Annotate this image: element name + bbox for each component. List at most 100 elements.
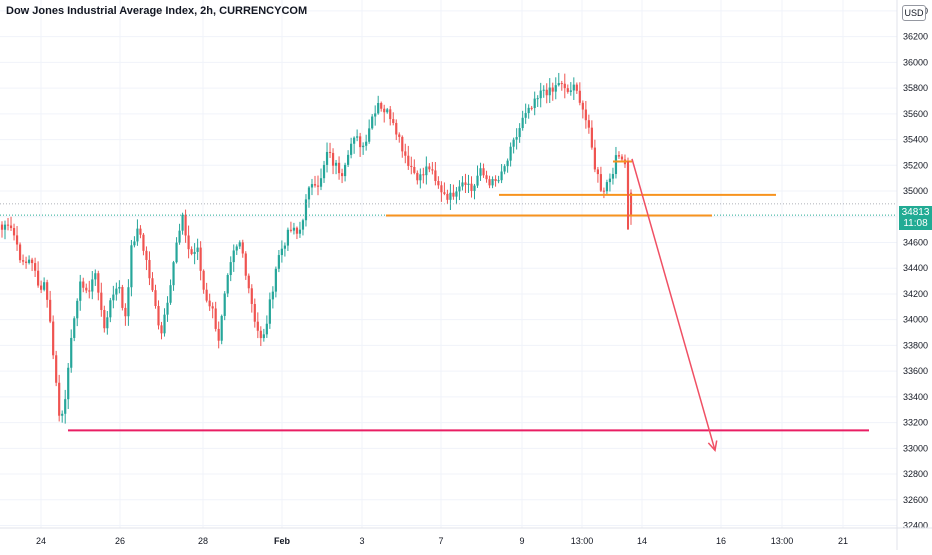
candle-body	[208, 300, 211, 307]
y-tick-label: 36200	[903, 32, 928, 42]
candle-body	[455, 191, 458, 197]
candle-body	[389, 109, 392, 120]
candle-body	[506, 160, 509, 167]
candle-body	[560, 83, 563, 85]
candle-body	[482, 168, 485, 176]
candle-body	[608, 178, 612, 183]
candle-body	[121, 286, 124, 308]
candle-body	[148, 259, 151, 279]
candle-body	[572, 84, 575, 91]
candle-body	[184, 214, 187, 236]
candle-body	[343, 164, 347, 177]
candle-body	[587, 120, 590, 128]
candle-body	[133, 241, 136, 246]
projection-arrow-line[interactable]	[631, 158, 716, 451]
candle-body	[166, 302, 169, 315]
candle-body	[458, 186, 461, 192]
candle-body	[557, 83, 560, 86]
candle-body	[620, 156, 624, 160]
candle-body	[214, 308, 217, 329]
y-tick-label: 34600	[903, 237, 928, 247]
candle-body	[548, 87, 551, 96]
candle-body	[485, 175, 488, 180]
y-tick-label: 32600	[903, 495, 928, 505]
candle-body	[193, 251, 196, 254]
last-price-tag: 34813 11:08	[899, 206, 932, 230]
candle-body	[139, 228, 142, 235]
candle-body	[27, 259, 31, 263]
candle-body	[380, 102, 383, 109]
y-tick-label: 33400	[903, 392, 928, 402]
candle-body	[46, 282, 49, 300]
candle-body	[497, 180, 500, 182]
candle-body	[325, 151, 329, 165]
y-tick-label: 32400	[903, 521, 928, 531]
candle-body	[235, 246, 238, 251]
x-tick-label: Feb	[274, 536, 291, 546]
candle-body	[365, 141, 368, 146]
candle-body	[226, 275, 229, 294]
candle-body	[286, 229, 290, 246]
candle-body	[169, 285, 172, 303]
candle-body	[554, 85, 557, 92]
candle-body	[328, 151, 332, 153]
candle-body	[431, 169, 434, 171]
candle-body	[404, 151, 407, 156]
x-tick-label: 16	[716, 536, 726, 546]
candle-body	[127, 287, 130, 317]
candle-body	[250, 288, 253, 304]
candle-body	[331, 152, 335, 166]
candle-body	[584, 109, 587, 121]
candle-body	[563, 83, 566, 89]
candle-body	[307, 187, 311, 200]
projection-arrow-head[interactable]	[707, 440, 718, 452]
candle-body	[356, 136, 359, 138]
candle-body	[425, 166, 428, 176]
candle-body	[407, 155, 410, 166]
candle-body	[491, 179, 494, 186]
candle-body	[103, 309, 106, 329]
candle-body	[196, 247, 199, 252]
candle-body	[160, 325, 163, 334]
candle-body	[253, 303, 256, 322]
candle-body	[18, 244, 22, 261]
y-tick-label: 33000	[903, 443, 928, 453]
x-tick-label: 26	[115, 536, 125, 546]
candle-body	[473, 185, 476, 191]
candle-body	[118, 286, 121, 289]
y-tick-label: 34400	[903, 263, 928, 273]
candle-body	[614, 155, 618, 175]
candle-body	[422, 174, 425, 176]
candle-body	[70, 337, 73, 368]
candle-body	[419, 174, 422, 181]
candle-body	[596, 169, 599, 175]
candle-body	[151, 278, 154, 291]
candle-body	[488, 179, 491, 186]
candle-body	[611, 174, 615, 179]
candle-body	[142, 234, 145, 251]
candle-body	[527, 107, 530, 114]
candle-body	[76, 300, 79, 319]
candle-body	[64, 399, 67, 414]
candle-body	[521, 117, 524, 129]
candle-body	[319, 178, 323, 187]
candle-body	[30, 259, 34, 264]
y-tick-label: 33800	[903, 340, 928, 350]
candle-body	[211, 306, 214, 309]
candle-body	[449, 192, 452, 200]
candle-body	[304, 199, 308, 221]
candle-body	[593, 147, 596, 170]
y-tick-label: 33200	[903, 418, 928, 428]
candle-body	[337, 162, 341, 174]
candle-body	[289, 229, 293, 231]
candle-body	[199, 247, 202, 271]
x-tick-label: 28	[198, 536, 208, 546]
currency-button[interactable]: USD	[902, 5, 926, 21]
candle-body	[494, 179, 497, 181]
candle-body	[386, 109, 389, 113]
y-tick-label: 35200	[903, 160, 928, 170]
candle-body	[3, 224, 7, 230]
y-tick-label: 32800	[903, 469, 928, 479]
